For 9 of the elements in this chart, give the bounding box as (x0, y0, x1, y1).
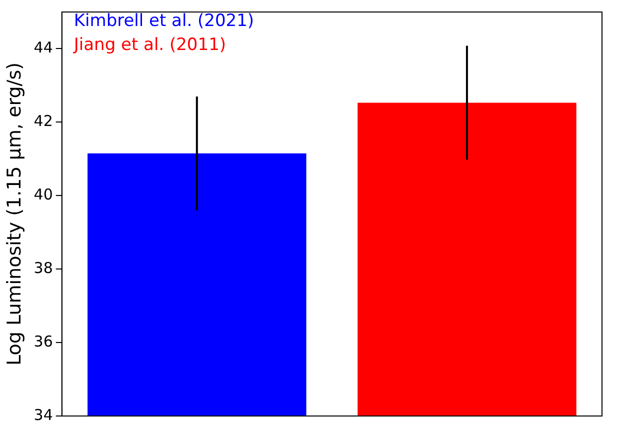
y-tick-label: 42 (34, 112, 53, 130)
y-tick-label: 34 (34, 406, 53, 424)
annotation: Jiang et al. (2011) (72, 34, 226, 55)
y-axis-title: Log Luminosity (1.15 μm, erg/s) (3, 62, 26, 366)
y-tick-label: 36 (34, 332, 53, 350)
y-tick-label: 44 (34, 38, 53, 57)
y-tick-label: 40 (34, 186, 53, 204)
y-tick-label: 38 (34, 258, 53, 277)
annotation: Kimbrell et al. (2021) (74, 10, 254, 31)
